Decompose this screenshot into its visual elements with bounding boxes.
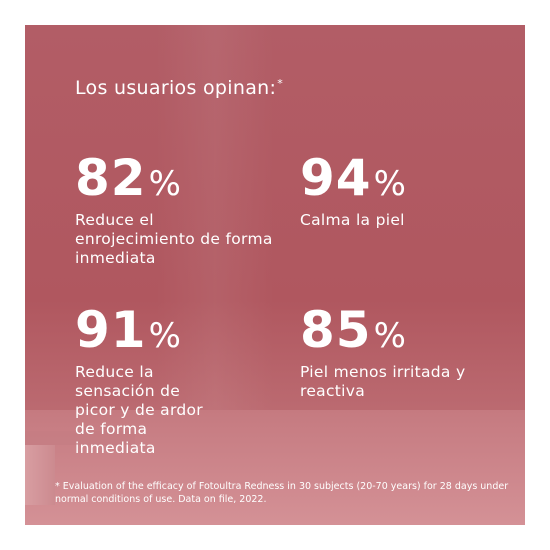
stat-value: 82%	[75, 153, 275, 203]
card-content: Los usuarios opinan:* 82% Reduce el enro…	[25, 25, 525, 525]
stat-number: 82	[75, 149, 147, 207]
footnote: * Evaluation of the efficacy of Fotoultr…	[55, 481, 509, 505]
stat-value: 85%	[300, 305, 500, 355]
stat-percent-sign: %	[148, 316, 182, 356]
stat-label: Calma la piel	[300, 211, 405, 229]
stat-block-itch: 91% Reduce la sensación de picor y de ar…	[75, 305, 225, 458]
title-asterisk: *	[277, 77, 283, 90]
promo-card: Los usuarios opinan:* 82% Reduce el enro…	[25, 25, 525, 525]
stat-percent-sign: %	[373, 164, 407, 204]
pedestal-top-decoration	[25, 431, 135, 445]
stat-label: Piel menos irritada y reactiva	[300, 363, 466, 400]
stat-block-calm: 94% Calma la piel	[300, 153, 500, 230]
stat-label: Reduce el enrojecimiento de forma inmedi…	[75, 211, 273, 267]
stat-block-redness: 82% Reduce el enrojecimiento de forma in…	[75, 153, 275, 268]
stat-block-irritation: 85% Piel menos irritada y reactiva	[300, 305, 500, 401]
stat-number: 94	[300, 149, 372, 207]
pedestal-decoration	[25, 445, 55, 505]
stat-label: Reduce la sensación de picor y de ardor …	[75, 363, 203, 457]
stat-number: 91	[75, 301, 147, 359]
page-title: Los usuarios opinan:*	[75, 77, 283, 99]
stat-percent-sign: %	[148, 164, 182, 204]
title-text: Los usuarios opinan:	[75, 77, 277, 99]
stat-value: 94%	[300, 153, 500, 203]
stat-percent-sign: %	[373, 316, 407, 356]
stat-value: 91%	[75, 305, 225, 355]
stat-number: 85	[300, 301, 372, 359]
